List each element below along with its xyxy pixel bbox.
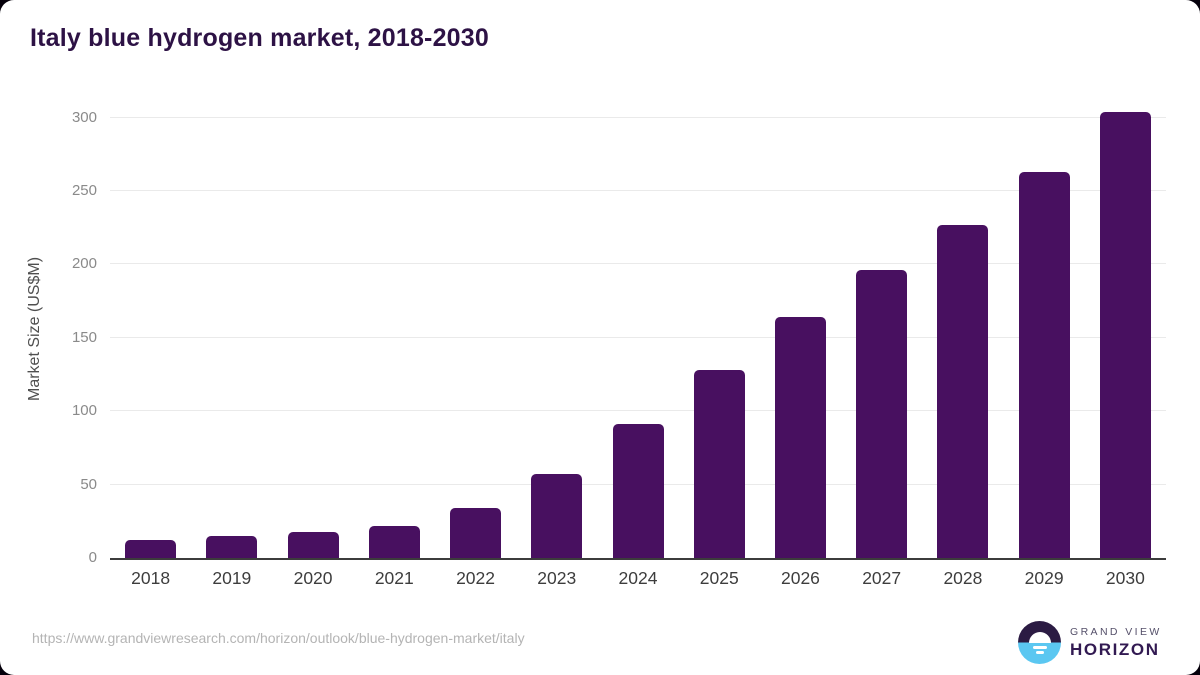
plot-area [110, 100, 1166, 560]
bar-2030 [1099, 111, 1151, 558]
bar-2026 [774, 317, 826, 558]
bar-2020 [287, 531, 339, 558]
bar-2028 [937, 224, 989, 558]
x-tick-label-2021: 2021 [374, 568, 414, 588]
x-tick-label-2018: 2018 [131, 568, 171, 588]
source-url: https://www.grandviewresearch.com/horizo… [32, 630, 525, 646]
x-tick-label-2022: 2022 [456, 568, 495, 588]
bar-2019 [206, 535, 258, 558]
x-tick-label-2023: 2023 [537, 568, 577, 588]
logo-grand-view-label: GRAND VIEW [1070, 625, 1162, 638]
y-tick-label-50: 50 [80, 475, 97, 493]
x-tick-label-2026: 2026 [780, 568, 820, 588]
bar-2023 [531, 474, 583, 558]
reflection-dash-icon [1032, 646, 1047, 649]
reflection-dash-icon [1035, 651, 1044, 654]
x-tick-label-2020: 2020 [293, 568, 333, 588]
x-tick-label-2029: 2029 [1024, 568, 1064, 588]
y-tick-label-100: 100 [71, 402, 97, 420]
bar-2024 [612, 424, 664, 558]
bar-2025 [693, 370, 745, 558]
x-tick-label-2027: 2027 [862, 568, 902, 588]
gridline-300 [110, 116, 1166, 118]
x-tick-label-2028: 2028 [943, 568, 983, 588]
y-tick-label-300: 300 [71, 108, 97, 126]
y-axis-tick-labels: 0 50 100 150 200 250 300 [40, 100, 97, 566]
bar-2022 [450, 508, 502, 558]
y-tick-label-200: 200 [71, 255, 97, 273]
gridline-150 [110, 336, 1166, 338]
chart-title: Italy blue hydrogen market, 2018-2030 [30, 24, 489, 52]
x-tick-label-2025: 2025 [699, 568, 739, 588]
y-tick-label-0: 0 [88, 549, 97, 566]
y-tick-label-250: 250 [71, 182, 97, 200]
x-axis-labels: 2018 2019 2020 2021 2022 2023 2024 2025 2026 2027… [110, 568, 1166, 592]
sun-dome-shape [1028, 632, 1051, 643]
x-tick-label-2030: 2030 [1105, 568, 1145, 588]
grandview-horizon-logo: GRAND VIEW HORIZON [1018, 621, 1162, 664]
x-tick-label-2024: 2024 [618, 568, 658, 588]
bar-2021 [368, 525, 420, 558]
x-tick-label-2019: 2019 [212, 568, 252, 588]
gridline-250 [110, 190, 1166, 192]
horizon-sun-icon [1018, 621, 1061, 664]
gridline-200 [110, 263, 1166, 265]
bar-2027 [856, 270, 908, 558]
logo-horizon-label: HORIZON [1070, 639, 1160, 659]
logo-text: GRAND VIEW HORIZON [1070, 626, 1162, 660]
bar-2029 [1018, 171, 1070, 558]
bar-2018 [125, 540, 177, 558]
y-tick-label-150: 150 [71, 328, 97, 346]
gridline-100 [110, 410, 1166, 412]
